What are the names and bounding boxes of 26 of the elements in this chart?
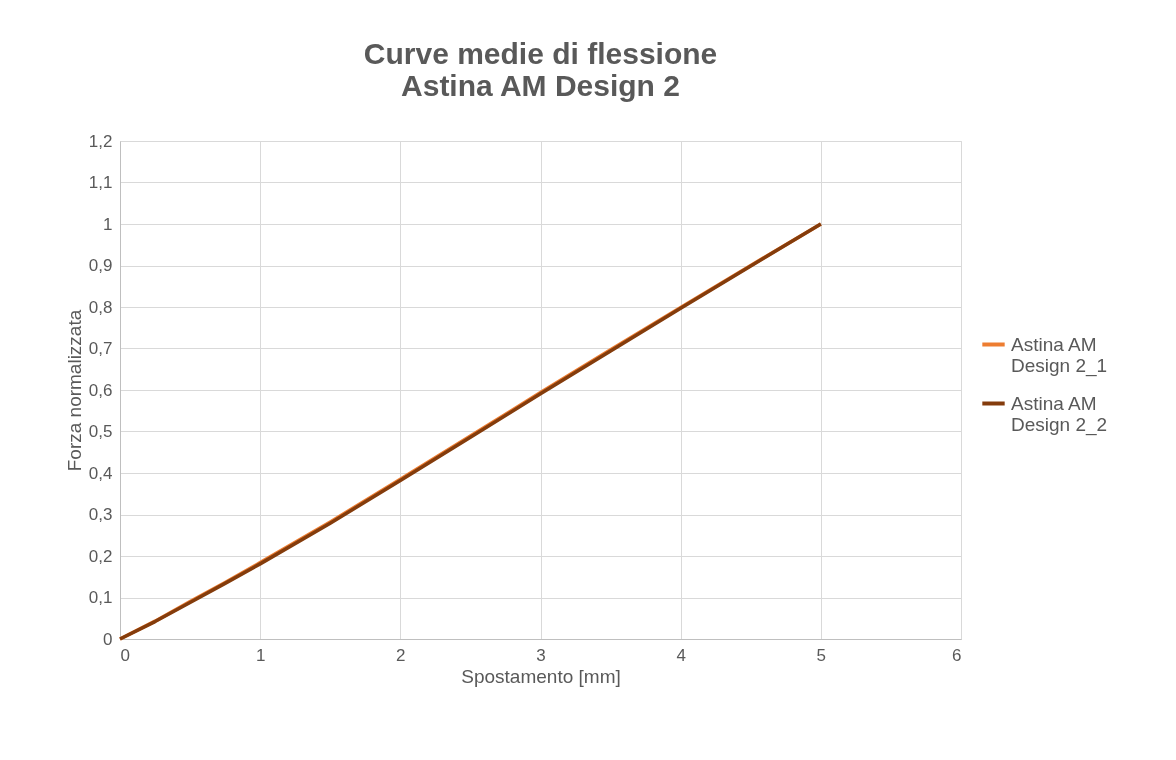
y-tick-label: 0,8 [88, 297, 113, 317]
text: Curve medie di flessione [363, 37, 718, 70]
y-tick-label: 0,1 [88, 588, 113, 607]
legend-label: Astina AM Design 2_1 [1011, 333, 1108, 377]
y-tick-label: 0,3 [88, 505, 113, 524]
y-tick-label: 0,7 [88, 339, 113, 358]
legend-label: Astina AM Design 2_2 [1011, 392, 1108, 436]
y-axis-title: Forza normalizzata [63, 309, 85, 472]
y-tick-label: 0,4 [88, 463, 113, 483]
x-tick-label: 5 [816, 645, 827, 665]
x-tick-label: 4 [676, 645, 686, 665]
y-tick-label: 0,9 [88, 256, 113, 275]
x-tick-label: 3 [536, 645, 546, 665]
y-tick-label: 0,6 [88, 380, 113, 400]
x-tick-label: 1 [255, 645, 266, 665]
x-tick-label: 6 [952, 645, 962, 665]
x-tick-label: 2 [396, 645, 406, 665]
text: Astina AM Design 2 [401, 69, 680, 102]
y-tick-label: 0,5 [88, 422, 113, 441]
y-tick-label: 1,2 [88, 131, 113, 151]
y-tick-label: 0,2 [88, 546, 113, 566]
x-tick-label: 0 [120, 645, 130, 665]
y-tick-label: 0 [103, 629, 113, 649]
y-tick-label: 1 [103, 214, 113, 234]
x-axis-title: Spostamento [mm] [461, 665, 621, 687]
y-tick-label: 1,1 [88, 173, 113, 192]
